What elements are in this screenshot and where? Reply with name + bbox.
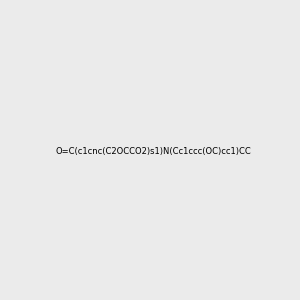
- Text: O=C(c1cnc(C2OCCO2)s1)N(Cc1ccc(OC)cc1)CC: O=C(c1cnc(C2OCCO2)s1)N(Cc1ccc(OC)cc1)CC: [56, 147, 252, 156]
